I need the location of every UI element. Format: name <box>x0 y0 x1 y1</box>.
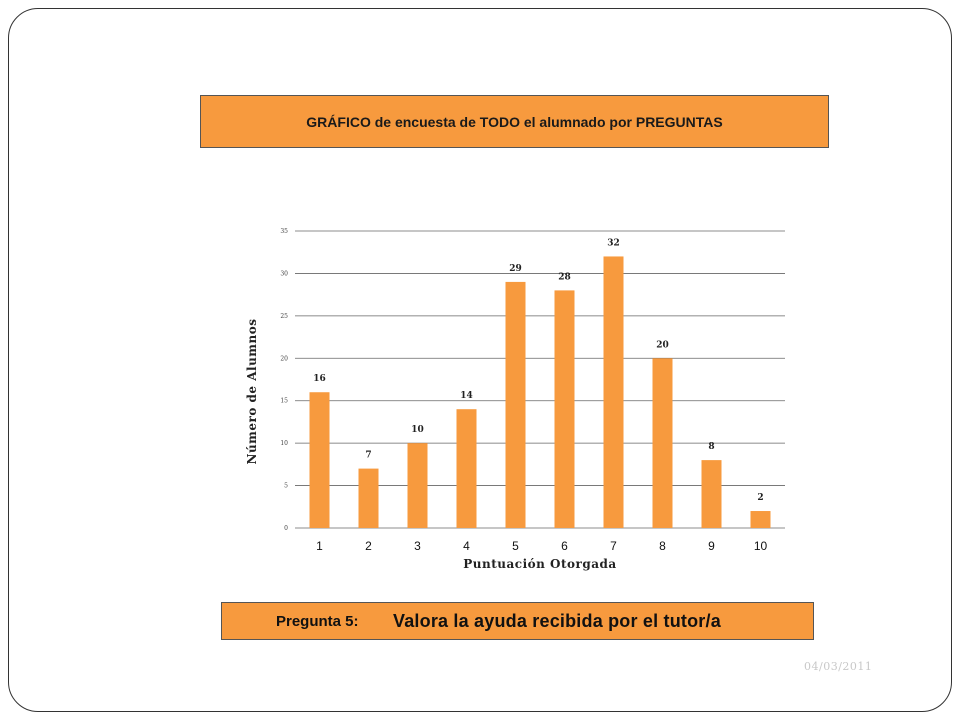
y-tick-label: 35 <box>280 228 288 235</box>
x-tick-label: 9 <box>708 539 715 553</box>
bar <box>456 409 477 528</box>
y-tick-label: 25 <box>280 313 288 320</box>
y-tick-label: 30 <box>280 270 288 277</box>
data-label: 10 <box>411 425 424 435</box>
question-text: Valora la ayuda recibida por el tutor/a <box>393 610 721 631</box>
page-title: GRÁFICO de encuesta de TODO el alumnado … <box>306 113 723 130</box>
bar <box>750 511 771 528</box>
x-tick-label: 1 <box>316 539 323 553</box>
bar <box>603 256 624 528</box>
data-label: 20 <box>656 340 669 350</box>
y-tick-label: 10 <box>280 440 288 447</box>
y-axis-title: Número de Alumnos <box>245 318 259 464</box>
bar <box>701 460 722 528</box>
data-label: 16 <box>313 374 326 384</box>
x-tick-label: 5 <box>512 539 519 553</box>
bar <box>505 281 526 528</box>
x-tick-label: 7 <box>610 539 617 553</box>
data-label: 2 <box>757 493 763 503</box>
data-label: 8 <box>708 442 714 452</box>
question-label: Pregunta 5: <box>276 612 359 630</box>
bar <box>554 290 575 528</box>
data-label: 29 <box>509 264 522 274</box>
x-tick-label: 10 <box>754 539 768 553</box>
bar <box>309 392 330 528</box>
x-axis-title: Puntuación Otorgada <box>463 557 616 571</box>
y-tick-label: 5 <box>284 483 288 490</box>
y-tick-label: 0 <box>284 525 288 532</box>
x-tick-label: 3 <box>414 539 421 553</box>
bar <box>407 443 428 528</box>
y-tick-label: 15 <box>280 398 288 405</box>
slide-frame <box>8 8 952 712</box>
slide-date: 04/03/2011 <box>804 660 873 673</box>
bar <box>358 468 379 528</box>
bar <box>652 358 673 528</box>
x-tick-label: 2 <box>365 539 372 553</box>
data-label: 28 <box>558 272 571 282</box>
data-label: 32 <box>607 238 620 248</box>
question-banner: Pregunta 5: Valora la ayuda recibida por… <box>221 602 814 640</box>
data-label: 7 <box>365 451 371 461</box>
x-tick-label: 8 <box>659 539 666 553</box>
x-tick-label: 6 <box>561 539 568 553</box>
data-label: 14 <box>460 391 473 401</box>
x-tick-label: 4 <box>463 539 470 553</box>
y-tick-label: 20 <box>280 355 288 362</box>
title-banner: GRÁFICO de encuesta de TODO el alumnado … <box>200 95 829 148</box>
